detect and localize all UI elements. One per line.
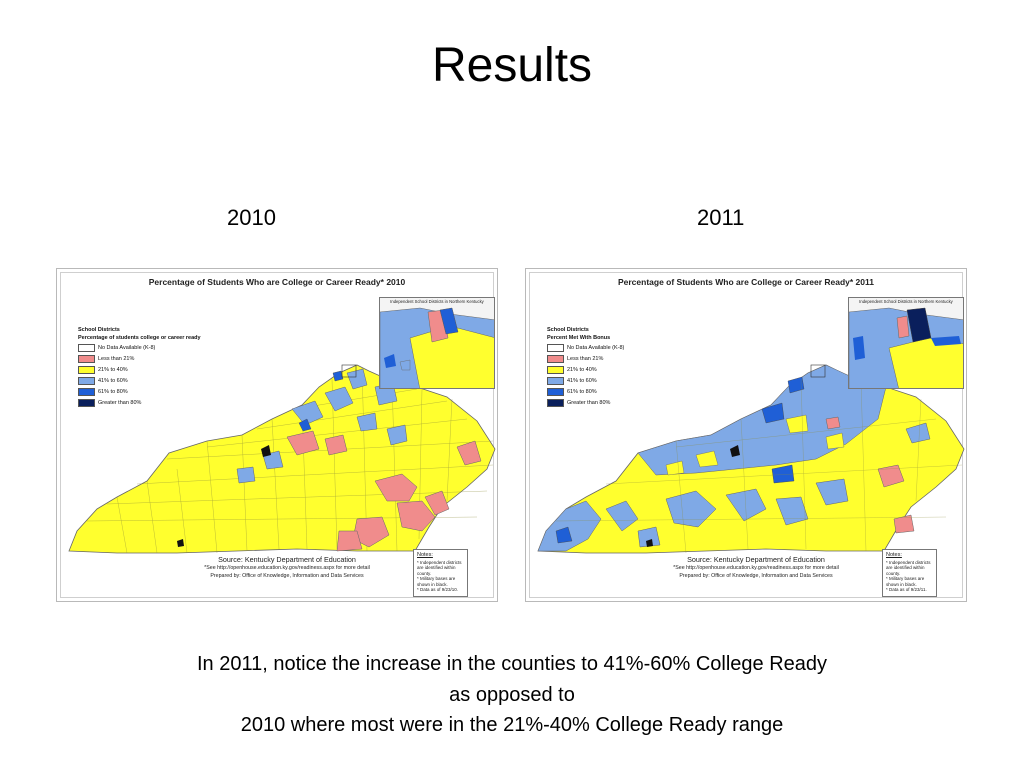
legend-item: 21% to 40% <box>78 364 201 375</box>
source-block: Source: Kentucky Department of Education… <box>636 555 876 580</box>
inset-map-shape <box>849 298 963 388</box>
legend-item: No Data Available (K-8) <box>78 342 201 353</box>
note-item: * Data as of 9/23/11. <box>886 587 927 593</box>
legend-swatch <box>547 365 564 374</box>
legend-label: Greater than 80% <box>98 399 142 406</box>
legend-item: Less than 21% <box>547 353 624 364</box>
legend-group: School Districts <box>547 327 589 333</box>
legend-swatch <box>78 365 95 374</box>
source-note: *See http://openhouse.education.ky.gov/r… <box>204 565 370 571</box>
source-text: Source: Kentucky Department of Education <box>687 555 825 564</box>
legend-label: 61% to 80% <box>567 388 597 395</box>
legend-item: 61% to 80% <box>547 386 624 397</box>
prepared-by: Prepared by: Office of Knowledge, Inform… <box>210 573 364 579</box>
legend-swatch <box>78 376 95 385</box>
note-item: * Military bases are shown in black. <box>886 576 925 587</box>
legend-heading: Percent Met With Bonus <box>547 335 611 341</box>
legend-label: 21% to 40% <box>567 366 597 373</box>
legend-label: Greater than 80% <box>567 399 611 406</box>
map-title: Percentage of Students Who are College o… <box>617 277 875 287</box>
legend-item: No Data Available (K-8) <box>547 342 624 353</box>
caption-line: 2010 where most were in the 21%-40% Coll… <box>240 714 784 736</box>
year-label-2011: 2011 <box>697 205 745 230</box>
map-frame <box>529 272 963 598</box>
source-note: *See http://openhouse.education.ky.gov/r… <box>673 565 839 571</box>
legend-heading: Percentage of students college or career… <box>78 335 201 341</box>
note-item: * Independent districts are identified w… <box>886 560 931 576</box>
legend-label: 41% to 60% <box>98 377 128 384</box>
inset-map: Independent School Districts in Northern… <box>379 297 495 389</box>
map-2011: Percentage of Students Who are College o… <box>525 268 967 602</box>
legend-swatch <box>78 398 95 407</box>
legend-label: 61% to 80% <box>98 388 128 395</box>
legend-swatch <box>547 398 564 407</box>
legend-label: No Data Available (K-8) <box>567 344 625 351</box>
legend-label: Less than 21% <box>567 355 604 362</box>
source-text: Source: Kentucky Department of Education <box>218 555 356 564</box>
notes-heading: Notes: <box>886 552 902 558</box>
legend-group: School Districts <box>78 327 120 333</box>
map-2010: Percentage of Students Who are College o… <box>56 268 498 602</box>
legend-item: 21% to 40% <box>547 364 624 375</box>
military-base-marker <box>261 445 271 457</box>
inset-map-shape <box>380 298 494 388</box>
legend-swatch <box>78 354 95 363</box>
legend-label: No Data Available (K-8) <box>98 344 156 351</box>
note-item: * Independent districts are identified w… <box>417 560 462 576</box>
legend-item: Greater than 80% <box>547 397 624 408</box>
legend-swatch <box>78 387 95 396</box>
caption-line: as opposed to <box>449 683 575 706</box>
kentucky-map <box>68 364 496 554</box>
inset-title: Independent School Districts in Northern… <box>390 299 484 304</box>
legend-swatch <box>547 343 564 352</box>
caption-line: In 2011, notice the increase in the coun… <box>196 653 828 675</box>
military-base-marker <box>646 539 653 547</box>
map-frame <box>60 272 494 598</box>
legend-item: 41% to 60% <box>547 375 624 386</box>
legend-label: Less than 21% <box>98 355 135 362</box>
legend-label: 41% to 60% <box>567 377 597 384</box>
prepared-by: Prepared by: Office of Knowledge, Inform… <box>679 573 833 579</box>
map-title: Percentage of Students Who are College o… <box>148 277 406 287</box>
note-item: * Data as of 9/23/10. <box>417 587 459 593</box>
legend-swatch <box>78 343 95 352</box>
legend-label: 21% to 40% <box>98 366 128 373</box>
notes-heading: Notes: <box>417 552 433 558</box>
legend: School Districts Percentage of students … <box>78 326 201 408</box>
legend-swatch <box>547 387 564 396</box>
slide-title: Results <box>431 39 593 92</box>
legend-item: 41% to 60% <box>78 375 201 386</box>
notes-box: Notes: * Independent districts are ident… <box>882 549 937 597</box>
military-base-marker <box>177 539 184 547</box>
legend-swatch <box>547 354 564 363</box>
legend-swatch <box>547 376 564 385</box>
inset-map: Independent School Districts in Northern… <box>848 297 964 389</box>
source-block: Source: Kentucky Department of Education… <box>167 555 407 580</box>
notes-box: Notes: * Independent districts are ident… <box>413 549 468 597</box>
legend-item: Less than 21% <box>78 353 201 364</box>
kentucky-map <box>537 364 965 554</box>
note-item: * Military bases are shown in black. <box>417 576 456 587</box>
military-base-marker <box>730 445 740 457</box>
inset-title: Independent School Districts in Northern… <box>859 299 953 304</box>
legend-item: 61% to 80% <box>78 386 201 397</box>
legend-item: Greater than 80% <box>78 397 201 408</box>
caption: In 2011, notice the increase in the coun… <box>0 649 1024 741</box>
legend: School Districts Percent Met With Bonus … <box>547 326 624 408</box>
year-label-2010: 2010 <box>227 205 276 230</box>
